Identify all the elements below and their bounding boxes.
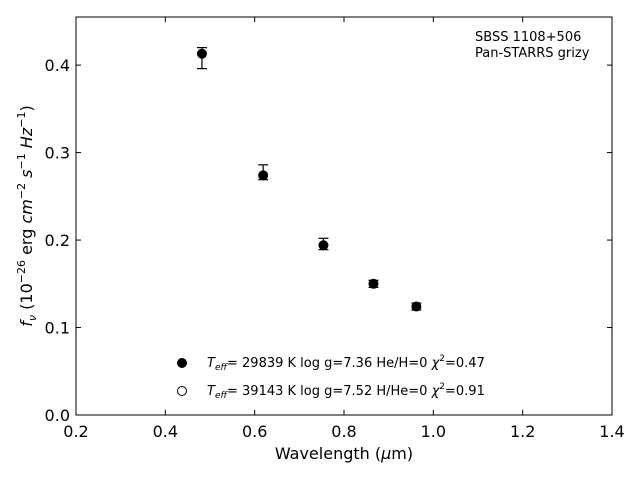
- legend-entry-1: Teff= 29839 K log g=7.36 He/H=0 χ2=0.47: [207, 354, 485, 373]
- data-point-filled: [411, 301, 422, 312]
- y-tick-label: 0.2: [45, 231, 70, 250]
- legend-1-chi: χ: [431, 356, 441, 371]
- x-tick-label: 0.4: [153, 422, 178, 441]
- x-tick-label: 1.2: [510, 422, 535, 441]
- plot-frame: [75, 16, 613, 416]
- y-title-s-exp: −1: [15, 153, 28, 169]
- annotation-object-name: SBSS 1108+506: [475, 30, 581, 45]
- y-title-nu: ν: [26, 315, 39, 321]
- y-title-cm-exp: −2: [15, 183, 28, 199]
- legend-1-chi-sup: 2: [439, 354, 445, 364]
- x-tick-label: 0.8: [331, 422, 356, 441]
- y-title-erg: erg: [17, 224, 36, 260]
- data-point-filled: [318, 240, 329, 251]
- x-title-unit: m): [391, 444, 413, 463]
- legend-2-chi-value: =0.91: [445, 384, 485, 399]
- y-tick-label: 0.1: [45, 319, 70, 338]
- y-title-s: s: [17, 170, 36, 183]
- annotation-photometry: Pan-STARRS grizy: [475, 46, 590, 61]
- legend-1-teff-sub: eff: [215, 363, 229, 373]
- x-title-main: Wavelength (: [275, 444, 381, 463]
- tick-labels: 0.2 0.4 0.6 0.8 1.0 1.2 1.4 0.0 0.1 0.2 0.3 0.4: [45, 56, 625, 441]
- y-title-exp: −26: [15, 260, 28, 283]
- legend-2-chi: χ: [431, 384, 441, 399]
- y-tick-label: 0.3: [45, 144, 70, 163]
- data-point-filled: [258, 170, 269, 181]
- legend-2-teff-sub: eff: [215, 391, 229, 401]
- legend-marker-open: [177, 386, 187, 396]
- x-tick-label: 1.0: [421, 422, 446, 441]
- data-point-filled: [196, 48, 207, 59]
- x-axis-title: Wavelength (μm): [275, 444, 413, 463]
- legend-1-params: = 29839 K log g=7.36 He/H=0: [227, 356, 432, 371]
- y-title-open: (10: [17, 283, 36, 315]
- x-tick-label: 0.2: [63, 422, 88, 441]
- legend: Teff= 29839 K log g=7.36 He/H=0 χ2=0.47 …: [177, 354, 485, 401]
- x-tick-label: 0.6: [242, 422, 267, 441]
- data-point-filled: [368, 278, 379, 289]
- y-title-hz: Hz: [17, 127, 36, 153]
- y-title-hz-exp: −1: [15, 112, 28, 128]
- y-title-f: f: [17, 319, 36, 327]
- y-tick-label: 0.4: [45, 56, 70, 75]
- legend-2-teff: T: [207, 384, 216, 399]
- legend-marker-filled: [177, 358, 187, 368]
- legend-2-chi-sup: 2: [439, 382, 445, 392]
- x-title-mu: μ: [380, 444, 391, 463]
- data-points: [196, 47, 422, 312]
- y-axis-title: fν (10−26 erg cm−2 s−1 Hz−1): [15, 105, 39, 326]
- y-tick-label: 0.0: [45, 406, 70, 425]
- legend-1-chi-value: =0.47: [445, 356, 485, 371]
- legend-2-params: = 39143 K log g=7.52 H/He=0: [227, 384, 432, 399]
- legend-1-teff: T: [207, 356, 216, 371]
- y-title-cm: cm: [17, 199, 36, 223]
- x-tick-label: 1.4: [599, 422, 624, 441]
- legend-entry-2: Teff= 39143 K log g=7.52 H/He=0 χ2=0.91: [207, 382, 485, 401]
- y-title-close: ): [17, 105, 36, 111]
